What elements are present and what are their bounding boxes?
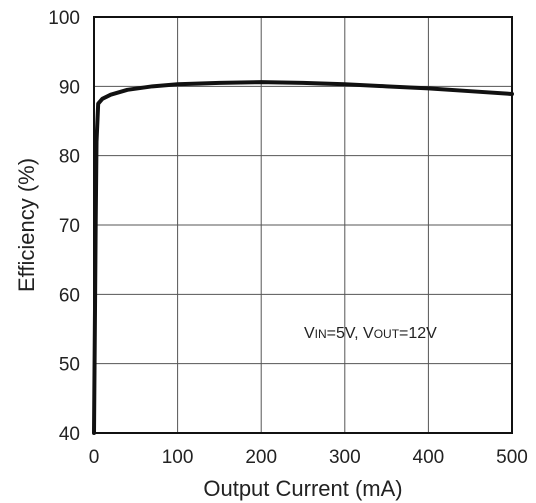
x-tick-label: 200: [245, 447, 277, 468]
x-tick-label: 100: [162, 447, 194, 468]
annotation-v2: V: [363, 325, 374, 342]
grid-lines: [94, 17, 512, 433]
x-axis-title: Output Current (mA): [203, 476, 402, 501]
annotation-v1: V: [304, 325, 315, 342]
efficiency-curve: [92, 80, 514, 435]
y-tick-label: 70: [59, 216, 80, 237]
y-tick-label: 50: [59, 355, 80, 376]
y-tick-label: 90: [59, 77, 80, 98]
plot-frame: [93, 16, 513, 434]
y-tick-label: 60: [59, 285, 80, 306]
annotation-sub-in: IN: [315, 327, 327, 341]
annotation-vout-value: =12V: [399, 325, 437, 342]
y-tick-label: 100: [48, 8, 80, 29]
annotation-sub-out: OUT: [374, 327, 400, 341]
x-tick-label: 300: [329, 447, 361, 468]
x-tick-label: 500: [496, 447, 528, 468]
condition-annotation: VIN=5V, VOUT=12V: [304, 325, 437, 342]
y-axis-title: Efficiency (%): [14, 158, 39, 292]
series-lines: [92, 80, 514, 435]
tick-labels: 0 100 200 300 400 500 40 50 60 70 80 90 100: [48, 8, 528, 468]
x-tick-label: 0: [89, 447, 100, 468]
y-tick-label: 40: [59, 424, 80, 445]
x-tick-label: 400: [413, 447, 445, 468]
y-tick-label: 80: [59, 147, 80, 168]
annotation-vin-value: =5V,: [327, 325, 363, 342]
